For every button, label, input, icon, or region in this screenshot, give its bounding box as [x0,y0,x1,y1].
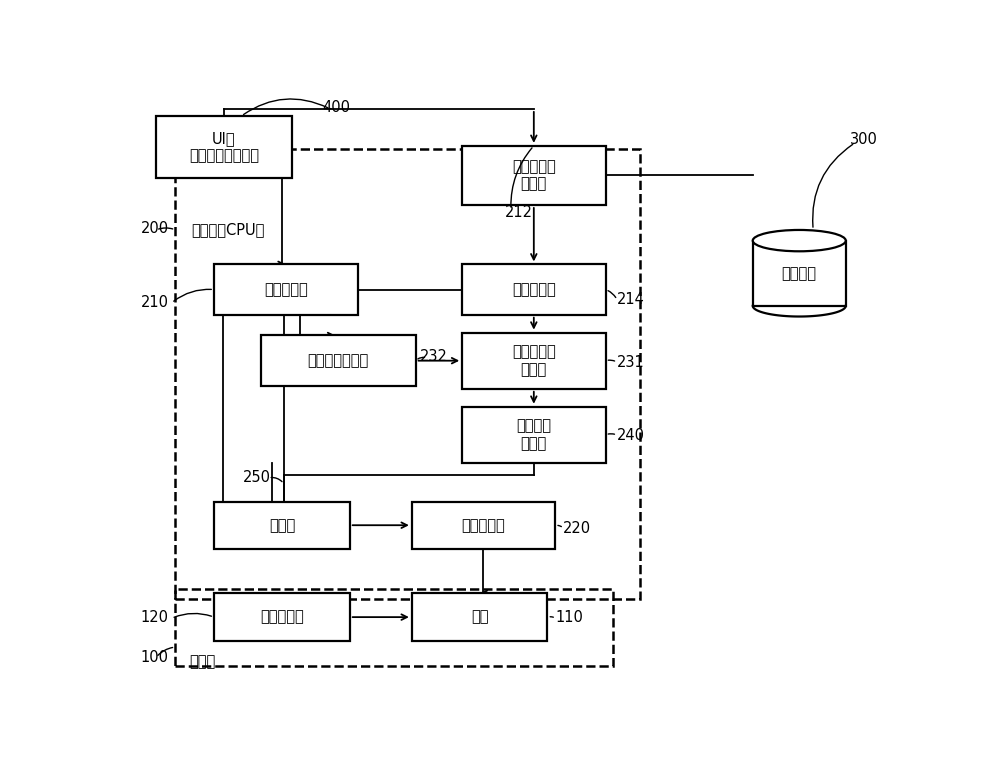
Text: 存储装置: 存储装置 [782,266,817,281]
Text: 232: 232 [420,349,447,363]
Bar [462,146,606,205]
Bar [753,240,846,306]
Text: 200: 200 [140,221,169,236]
Text: 240: 240 [617,427,645,443]
Text: 脉冲序列部: 脉冲序列部 [260,610,304,624]
Text: 摄像位置算出部: 摄像位置算出部 [308,353,369,368]
Bar [156,116,292,179]
Bar [214,501,350,549]
Text: UI部
（输入／显示部）: UI部 （输入／显示部） [189,131,259,163]
Text: 250: 250 [243,470,271,485]
Text: 110: 110 [555,610,583,624]
Text: 400: 400 [323,100,351,115]
Text: 扫描参数
算出部: 扫描参数 算出部 [516,419,551,451]
Text: 214: 214 [617,293,645,307]
Text: 预扫描流程
控制部: 预扫描流程 控制部 [512,159,556,192]
Text: 台架: 台架 [471,610,488,624]
Bar [175,149,640,599]
Bar [175,589,613,666]
Bar [462,264,606,315]
Text: 100: 100 [140,650,168,665]
Text: 解析控制部: 解析控制部 [512,282,556,297]
Text: 预扫描图像
处理部: 预扫描图像 处理部 [512,344,556,377]
Ellipse shape [753,230,846,251]
Bar [412,501,555,549]
Text: 210: 210 [140,296,168,310]
Bar [214,594,350,641]
Text: 231: 231 [617,355,645,370]
Text: 212: 212 [505,205,533,219]
Bar [412,594,547,641]
Bar [261,336,416,386]
Text: 300: 300 [850,132,878,147]
Text: 运算部（CPU）: 运算部（CPU） [191,223,264,237]
Text: 摄像控制部: 摄像控制部 [264,282,308,297]
Text: 存储器: 存储器 [269,517,295,533]
Bar [462,407,606,463]
Bar [214,264,358,315]
Text: 摄像部: 摄像部 [189,654,216,669]
Bar [462,333,606,389]
Text: 图像重构部: 图像重构部 [462,517,505,533]
Text: 220: 220 [563,521,591,536]
Text: 120: 120 [140,610,168,624]
